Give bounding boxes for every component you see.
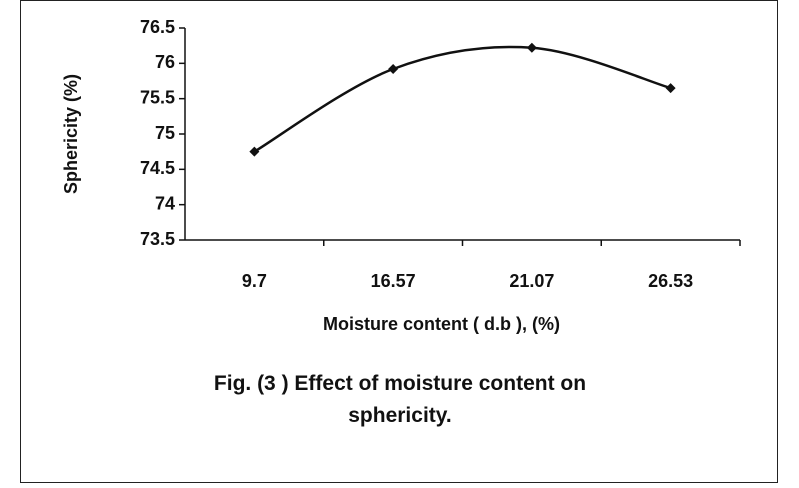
y-tick-label: 75 — [155, 123, 175, 143]
marker — [388, 63, 399, 74]
marker — [249, 146, 260, 157]
x-tick-label: 21.07 — [509, 271, 554, 291]
y-tick-label: 74 — [155, 193, 175, 213]
y-tick-label: 75.5 — [140, 87, 175, 107]
frame — [20, 0, 778, 483]
chart-title: Fig. (3 ) Effect of moisture content on … — [213, 372, 587, 427]
y-tick-label: 73.5 — [140, 229, 175, 249]
series-line — [253, 45, 671, 153]
x-tick-label: 9.7 — [242, 271, 267, 291]
x-axis-label: Moisture content ( d.b ), (%) — [323, 314, 560, 334]
x-tick-label: 26.53 — [648, 271, 693, 291]
marker — [665, 83, 676, 94]
y-tick-label: 76 — [155, 52, 175, 72]
y-axis-label: Sphericity (%) — [61, 74, 81, 194]
marker — [526, 42, 537, 53]
y-tick-label: 74.5 — [140, 158, 175, 178]
y-tick-label: 76.5 — [140, 17, 175, 37]
x-tick-label: 16.57 — [371, 271, 416, 291]
